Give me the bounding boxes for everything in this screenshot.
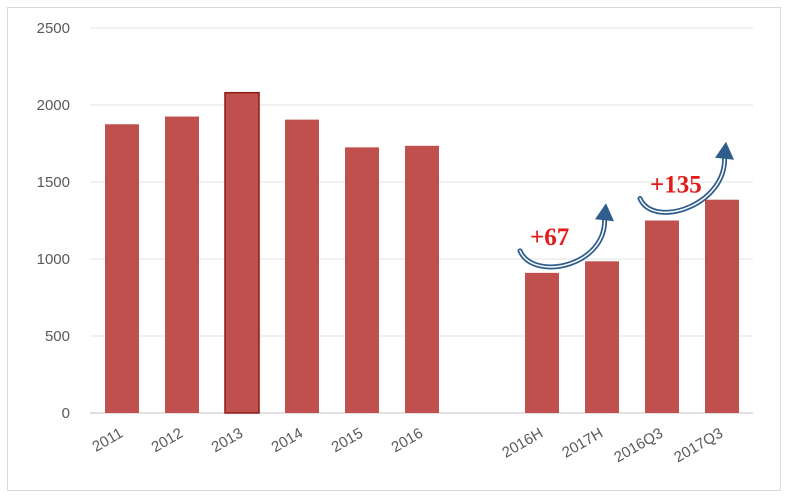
x-tick-label: 2014 (269, 425, 306, 456)
bar-2012 (165, 116, 199, 414)
x-tick-label: 2013 (209, 425, 246, 456)
y-tick-label: 0 (62, 405, 70, 422)
bar-2014 (285, 119, 319, 413)
annotation-label: +135 (650, 172, 702, 199)
bar-2013 (224, 91, 260, 414)
bar-2016H (525, 272, 559, 413)
bar-2017H (585, 261, 619, 413)
curved-arrow-highlight (519, 212, 606, 268)
bar-2017Q3 (705, 199, 739, 413)
bars (105, 91, 739, 414)
y-tick-label: 2000 (37, 97, 70, 114)
annotation-label: +67 (530, 224, 569, 251)
annotations: +67 +135 (517, 141, 734, 270)
gridlines (90, 27, 753, 414)
x-tick-label: 2016Q3 (611, 425, 666, 466)
x-axis-tick-labels: 2011 2012 2013 2014 2015 2016 2016H 2017H 2016Q3… (90, 425, 726, 466)
x-tick-label: 2016H (499, 425, 546, 462)
y-tick-label: 2500 (37, 20, 70, 37)
x-tick-label: 2015 (329, 425, 366, 456)
x-tick-label: 2017Q3 (671, 425, 726, 466)
arrow-head-icon (595, 203, 614, 222)
annotation-0: +67 (517, 203, 614, 270)
x-tick-label: 2016 (389, 425, 426, 456)
annotation-1: +135 (637, 141, 734, 215)
x-tick-label: 2012 (149, 425, 186, 456)
bar-2011 (105, 124, 139, 413)
y-tick-label: 1000 (37, 251, 70, 268)
y-axis-tick-labels: 0 500 1000 1500 2000 2500 (37, 20, 70, 422)
y-tick-label: 500 (45, 328, 70, 345)
y-tick-label: 1500 (37, 174, 70, 191)
x-tick-label: 2011 (90, 425, 126, 456)
x-tick-label: 2017H (559, 425, 606, 462)
bar-2016Q3 (645, 220, 679, 413)
bar-2016 (405, 145, 439, 413)
bar-2015 (345, 147, 379, 413)
arrow-head-icon (715, 141, 734, 160)
curved-arrow-highlight (639, 150, 726, 214)
